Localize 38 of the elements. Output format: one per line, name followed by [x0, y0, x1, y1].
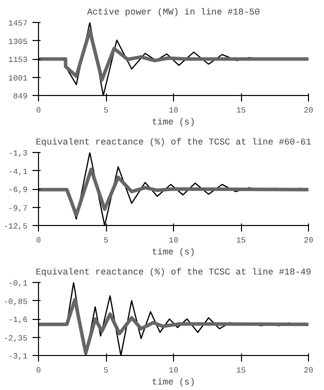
line-series	[38, 168, 308, 217]
x-tick-label: 20	[304, 106, 314, 116]
y-tick-label: -12,5	[3, 222, 28, 232]
x-tick-label: 10	[168, 106, 178, 116]
x-tick-label: 15	[236, 236, 246, 246]
x-tick-label: 0	[36, 366, 42, 376]
x-tick-label: 15	[236, 366, 246, 376]
x-tick-label: 0	[36, 106, 42, 116]
y-tick-label: -0,1	[8, 280, 28, 288]
x-axis-title: time (s)	[152, 118, 196, 128]
x-axis-title: time (s)	[152, 248, 196, 258]
y-tick-label: 1153	[8, 56, 28, 65]
x-tick-label: 20	[304, 366, 314, 376]
y-tick-label: -4,1	[8, 168, 28, 177]
y-tick-label: -1,3	[8, 150, 28, 158]
chart-title: Equivalent reactance (%) of the TCSC at line #60-61	[36, 138, 312, 148]
y-tick-label: 1001	[8, 74, 28, 84]
y-tick-label: -9,7	[8, 204, 28, 214]
x-tick-label: 5	[104, 236, 109, 246]
x-tick-label: 5	[104, 106, 109, 116]
x-tick-label: 20	[304, 236, 314, 246]
x-tick-label: 10	[168, 366, 178, 376]
line-series	[38, 28, 308, 82]
y-tick-label: 1305	[8, 38, 28, 47]
y-tick-label: -6,9	[8, 186, 28, 195]
y-tick-label: -1,6	[8, 316, 28, 325]
x-tick-label: 10	[168, 236, 178, 246]
x-tick-label: 5	[104, 366, 109, 376]
y-tick-label: -0,85	[3, 298, 28, 307]
chart-title: Active power (MW) in line #18-50	[87, 8, 260, 18]
y-tick-label: 849	[13, 92, 28, 102]
chart-title: Equivalent reactance (%) of the TCSC at line #18-49	[36, 268, 312, 278]
y-tick-label: 1457	[8, 20, 28, 28]
x-tick-label: 0	[36, 236, 42, 246]
x-tick-label: 15	[236, 106, 246, 116]
y-tick-label: -3,1	[8, 352, 28, 362]
y-tick-label: -2,35	[3, 334, 28, 344]
x-axis-title: time (s)	[152, 378, 196, 388]
